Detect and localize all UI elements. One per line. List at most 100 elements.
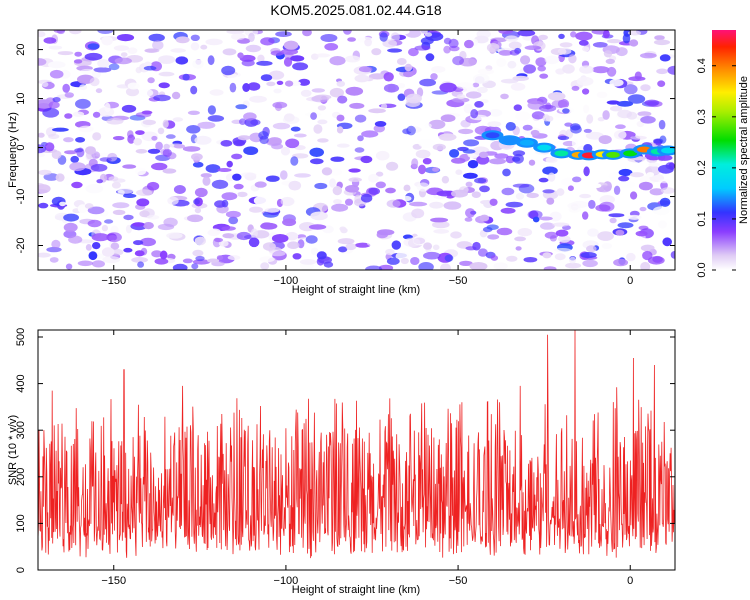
x-tick-label: 0 bbox=[627, 575, 633, 587]
spectrogram-cell bbox=[101, 36, 113, 46]
spectrogram-cell bbox=[506, 255, 518, 262]
spectrogram-cell bbox=[305, 235, 318, 244]
signal-track-point bbox=[554, 150, 569, 157]
spectrogram-cell bbox=[38, 169, 52, 176]
spectrogram-cell bbox=[101, 247, 115, 257]
spectrogram-cell bbox=[490, 255, 499, 261]
spectrogram-cell bbox=[428, 119, 446, 130]
spectrogram-cell bbox=[580, 252, 597, 259]
spectrogram-cell bbox=[299, 259, 317, 265]
spectrogram-cell bbox=[514, 236, 526, 242]
colorbar-tick-label: 0.1 bbox=[696, 211, 708, 226]
spectrogram-cell bbox=[432, 244, 440, 251]
spectrogram-cell bbox=[500, 207, 516, 214]
spectrogram-cell bbox=[104, 102, 111, 113]
y-tick-label: 20 bbox=[15, 43, 27, 55]
spectrogram-cell bbox=[93, 67, 112, 73]
spectrogram-cell bbox=[583, 128, 592, 133]
spectrogram-cell bbox=[285, 80, 294, 87]
spectrogram-cell bbox=[512, 183, 530, 188]
spectrogram-cell bbox=[588, 199, 596, 209]
colorbar-label: Normalized spectral amplitude bbox=[738, 76, 750, 224]
spectrogram-cell bbox=[135, 66, 142, 74]
spectrogram-cell bbox=[135, 112, 152, 118]
spectrogram-cell bbox=[182, 146, 201, 152]
spectrogram-cell bbox=[547, 92, 566, 101]
spectrogram-cell bbox=[63, 213, 79, 222]
spectrogram-cell bbox=[629, 172, 644, 178]
spectrogram-cell bbox=[101, 224, 108, 232]
spectrogram-cell bbox=[280, 196, 295, 207]
spectrogram-cell bbox=[547, 172, 556, 182]
spectrogram-cell bbox=[266, 81, 276, 87]
spectrogram-cell bbox=[313, 124, 323, 134]
spectrogram-cell bbox=[575, 31, 593, 41]
spectrogram-cell bbox=[260, 222, 278, 230]
spectrogram-cell bbox=[617, 109, 632, 119]
spectrogram-cell bbox=[225, 210, 241, 218]
spectrogram-cell bbox=[134, 167, 147, 176]
spectrogram-cell bbox=[562, 64, 575, 74]
spectrogram-cell bbox=[74, 148, 84, 153]
signal-track-point bbox=[485, 132, 500, 139]
x-tick-label: −100 bbox=[274, 575, 299, 587]
spectrogram-cell bbox=[77, 260, 94, 267]
spectrogram-cell bbox=[387, 48, 403, 53]
spectrogram-cell bbox=[524, 45, 541, 50]
spectrogram-cell bbox=[345, 198, 353, 206]
spectrogram-cell bbox=[451, 157, 466, 164]
spectrogram-cell bbox=[465, 208, 476, 218]
spectrogram-cell bbox=[617, 222, 634, 229]
spectrogram-cell bbox=[310, 112, 317, 120]
spectrogram-cell bbox=[408, 48, 419, 57]
spectrogram-cell bbox=[507, 60, 517, 69]
spectrogram-cell bbox=[240, 172, 257, 177]
spectrogram-cell bbox=[545, 156, 558, 164]
spectrogram-cell bbox=[349, 102, 365, 109]
spectrogram-cell bbox=[248, 32, 255, 42]
spectrogram-cell bbox=[546, 197, 555, 205]
spectrogram-cell bbox=[231, 153, 243, 160]
spectrogram-cell bbox=[653, 39, 671, 46]
spectrogram-cell bbox=[49, 257, 59, 263]
spectrogram-cell bbox=[287, 241, 300, 249]
spectrogram-cell bbox=[403, 71, 414, 78]
spectrogram-cell bbox=[513, 104, 522, 111]
spectrogram-cell bbox=[147, 181, 160, 191]
spectrogram-cell bbox=[465, 91, 482, 99]
spectrogram-cell bbox=[114, 57, 132, 65]
spectrogram-cell bbox=[613, 185, 621, 195]
snr-panel: −150 −100 −50 0 0 100 200 300 400 500 Height of s… bbox=[7, 328, 676, 596]
spectrogram-cell bbox=[151, 250, 163, 258]
spectrogram-cell bbox=[432, 167, 440, 172]
spectrogram-cell bbox=[345, 86, 364, 96]
spectrogram-cell bbox=[85, 184, 104, 194]
spectrogram-cell bbox=[354, 74, 370, 83]
spectrogram-cell bbox=[172, 117, 184, 122]
spectrogram-cell bbox=[85, 146, 96, 155]
spectrogram-cell bbox=[187, 110, 200, 116]
spectrogram-cell bbox=[333, 199, 342, 205]
spectrogram-cell bbox=[602, 110, 610, 120]
spectrogram-cell bbox=[562, 108, 570, 114]
spectrogram-cell bbox=[659, 197, 671, 207]
spectrogram-cell bbox=[336, 114, 345, 122]
spectrogram-cell bbox=[155, 141, 163, 151]
spectrogram-cell bbox=[608, 213, 625, 218]
spectrogram-cell bbox=[498, 30, 513, 35]
spectrogram-cell bbox=[619, 181, 636, 188]
spectrogram-cell bbox=[205, 164, 221, 173]
spectrogram-cell bbox=[656, 68, 668, 75]
spectrogram-cell bbox=[247, 82, 261, 91]
spectrogram-cell bbox=[477, 86, 488, 94]
spectrogram-cell bbox=[191, 153, 203, 161]
spectrogram-cell bbox=[390, 32, 400, 42]
spectrogram-cell bbox=[592, 66, 610, 74]
spectrogram-cell bbox=[92, 260, 105, 268]
spectrogram-cell bbox=[233, 183, 244, 190]
spectrogram-cell bbox=[592, 42, 608, 48]
spectrogram-cell bbox=[69, 162, 86, 172]
spectrogram-cell bbox=[385, 248, 395, 256]
spectrogram-cell bbox=[133, 138, 142, 146]
spectrogram-cell bbox=[235, 104, 248, 110]
